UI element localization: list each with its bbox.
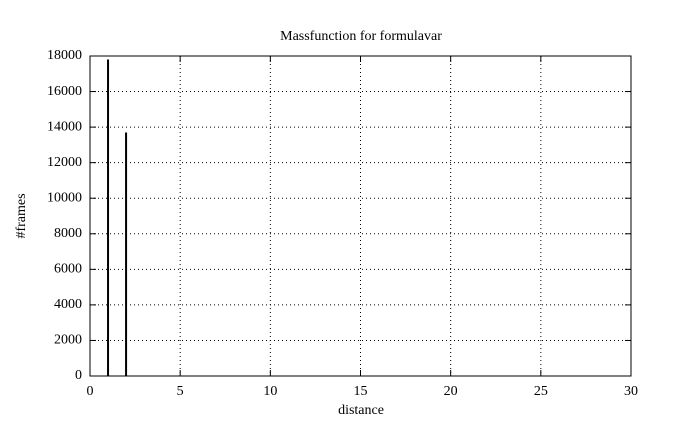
chart-title: Massfunction for formulavar [280,29,442,44]
y-axis-label: #frames [14,193,29,238]
x-tick-label: 0 [87,384,94,399]
y-tick-label: 14000 [47,119,82,134]
y-tick-label: 6000 [54,262,82,277]
y-tick-label: 4000 [54,297,82,312]
y-tick-label: 10000 [47,190,82,205]
plot-frame [89,55,632,377]
y-tick-label: 18000 [47,48,82,63]
x-tick-label: 25 [534,384,548,399]
x-tick-label: 10 [263,384,277,399]
y-tick-label: 16000 [47,84,82,99]
x-tick-label: 5 [177,384,184,399]
x-tick-label: 15 [354,384,368,399]
x-tick-label: 30 [624,384,638,399]
y-tick-label: 8000 [54,226,82,241]
y-tick-label: 0 [75,368,82,383]
x-axis-label: distance [338,403,384,418]
x-tick-label: 20 [444,384,458,399]
y-tick-label: 2000 [54,333,82,348]
y-tick-label: 12000 [47,155,82,170]
